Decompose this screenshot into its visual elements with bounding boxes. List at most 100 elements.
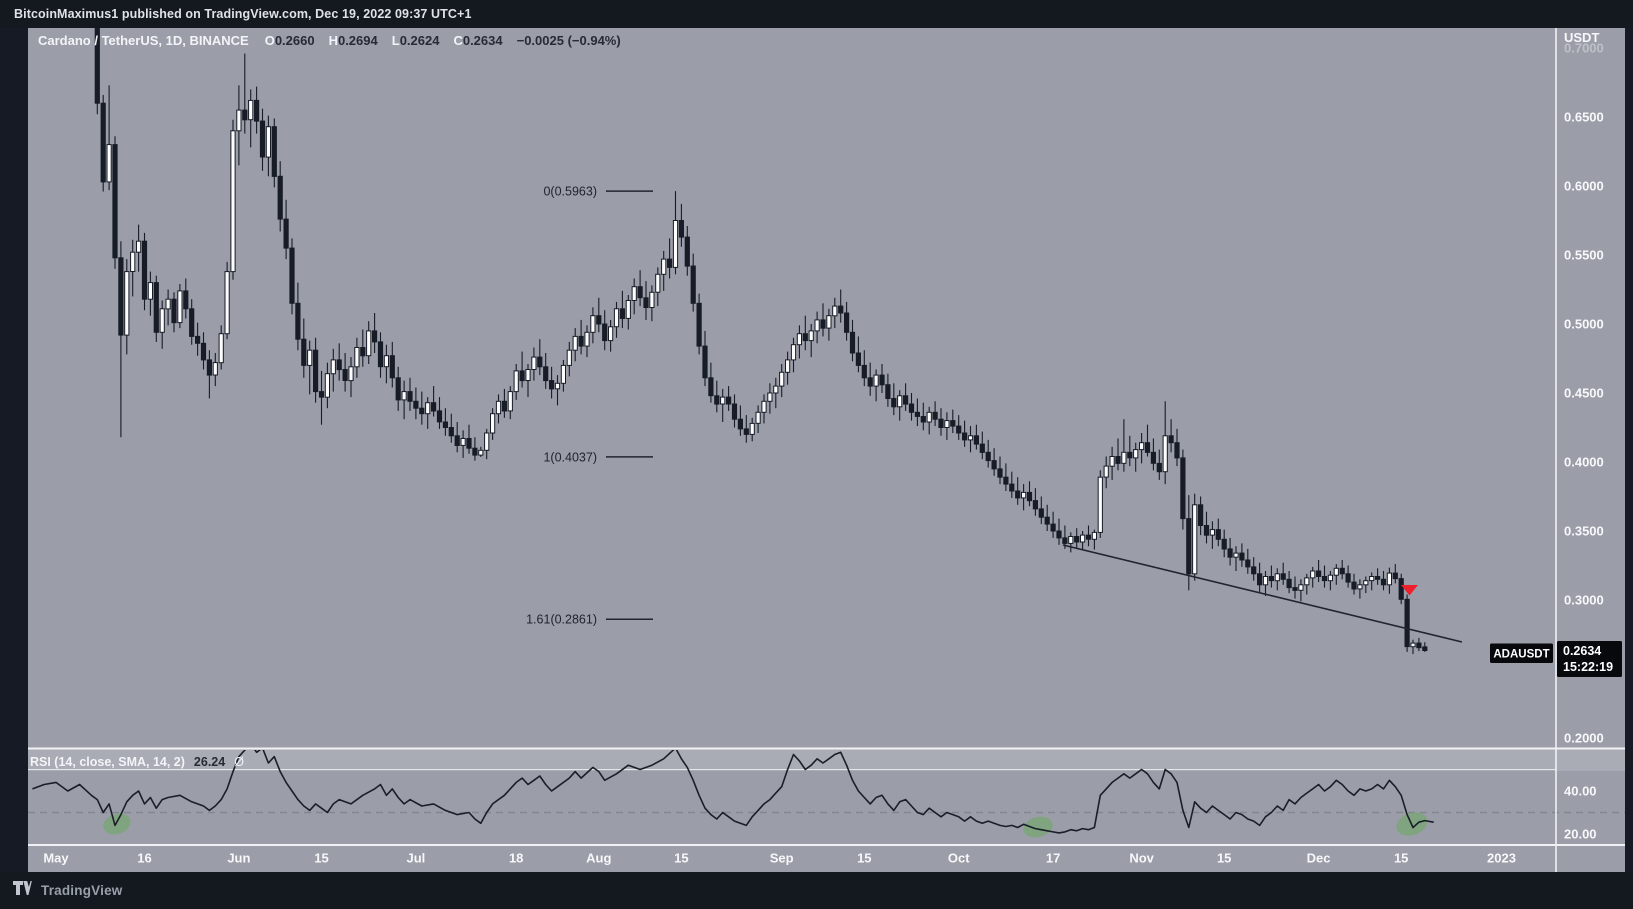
time-axis-label: 2023: [1487, 851, 1516, 866]
candle-body: [1068, 536, 1074, 544]
candle-body: [1162, 435, 1168, 473]
candle-body: [537, 356, 543, 368]
candle-body: [130, 251, 136, 272]
candle-body: [1180, 457, 1186, 520]
tradingview-logo-icon[interactable]: [13, 881, 34, 900]
candle-body: [667, 258, 673, 268]
candle-body: [324, 373, 330, 398]
candle-body: [171, 298, 177, 324]
close-label: C: [453, 32, 463, 48]
candle-body: [814, 319, 820, 332]
candle-body: [1015, 490, 1021, 499]
candle-body: [914, 411, 920, 417]
candle-body: [377, 341, 384, 368]
candle-body: [702, 345, 708, 379]
candle-body: [584, 331, 590, 347]
rsi-indicator-title[interactable]: RSI (14, close, SMA, 14, 2): [30, 755, 185, 769]
candle-body: [967, 435, 974, 441]
high-value: 0.2694: [337, 32, 378, 48]
candle-body: [737, 418, 743, 430]
candle-body: [1239, 552, 1245, 561]
symbol-description[interactable]: Cardano / TetherUS, 1D, BINANCE: [38, 32, 249, 48]
candle-body: [401, 391, 407, 401]
candle-body: [1109, 456, 1115, 467]
candle-body: [289, 247, 295, 304]
candle-body: [849, 331, 856, 354]
candle-body: [254, 99, 260, 122]
last-price-badge: [1557, 641, 1622, 677]
fib-level-label: 1(0.4037): [543, 450, 597, 464]
candle-body: [637, 286, 643, 299]
candle-body: [844, 312, 850, 333]
candle-body: [938, 418, 944, 429]
low-label: L: [391, 32, 400, 48]
candle-body: [625, 300, 631, 319]
candle-body: [525, 369, 531, 381]
candle-body: [419, 407, 425, 415]
tradingview-logo-text[interactable]: TradingView: [41, 883, 123, 898]
fib-level-label: 1.61(0.2861): [526, 613, 597, 627]
candle-body: [1209, 529, 1216, 536]
price-axis-label: 0.3500: [1564, 524, 1604, 539]
candle-body: [531, 356, 537, 371]
chart-legend[interactable]: Cardano / TetherUS, 1D, BINANCE O0.2660 …: [38, 32, 621, 48]
publish-info-bar: BitcoinMaximus1 published on TradingView…: [0, 0, 1633, 28]
candle-body: [920, 416, 926, 423]
symbol-badge: [1490, 643, 1553, 663]
candle-body: [1292, 587, 1298, 591]
candle-body: [773, 385, 779, 394]
candle-body: [590, 315, 596, 333]
candle-body: [690, 265, 696, 304]
candle-body: [230, 130, 236, 273]
candle-body: [1257, 573, 1263, 586]
candle-body: [436, 410, 443, 423]
candle-body: [879, 374, 885, 386]
candle-body: [165, 298, 171, 310]
candle-body: [1009, 483, 1015, 492]
candle-body: [1339, 567, 1345, 575]
symbol-badge-text: ADAUSDT: [1493, 649, 1549, 661]
time-axis-label: 15: [674, 851, 688, 866]
candle-body: [1380, 578, 1387, 586]
candle-body: [543, 366, 549, 382]
change-value: −0.0025 (−0.94%): [516, 32, 621, 48]
rsi-axis[interactable]: 40.00 20.00: [1564, 784, 1597, 842]
candle-body: [755, 411, 761, 424]
candle-body: [997, 468, 1003, 478]
candle-body: [1074, 536, 1080, 543]
price-axis-label: 0.7000: [1564, 41, 1604, 56]
footer-bar: TradingView: [0, 872, 1633, 909]
candle-body: [1410, 642, 1416, 648]
chart-background[interactable]: [28, 28, 1625, 872]
candle-body: [903, 395, 909, 405]
time-axis-label: Aug: [586, 851, 611, 866]
candlestick-series[interactable]: [54, 0, 1428, 655]
candle-body: [118, 257, 124, 336]
candle-body: [749, 422, 755, 435]
candle-body: [1357, 584, 1363, 590]
candle-body: [731, 403, 738, 420]
candle-body: [1316, 570, 1322, 577]
rsi-line[interactable]: [32, 744, 1434, 834]
candle-body: [183, 290, 189, 310]
candle-body: [779, 371, 785, 387]
candle-body: [785, 359, 791, 373]
candle-body: [395, 377, 401, 401]
symbol-price-label: ADAUSDT 0.2634 15:22:19: [1490, 641, 1622, 677]
candle-body: [454, 435, 460, 446]
price-axis[interactable]: USDT 0.7000 0.6500 0.6000 0.5500 0.5000 0.450…: [1564, 30, 1604, 746]
descending-trendline[interactable]: [1062, 544, 1463, 643]
time-axis-label: Dec: [1307, 851, 1331, 866]
candle-body: [472, 447, 478, 456]
candle-body: [885, 384, 891, 400]
rsi-indicator-legend[interactable]: RSI (14, close, SMA, 14, 2) 26.24 Ø: [30, 755, 244, 769]
fib-retracement-tool[interactable]: 0(0.5963) 1(0.4037) 1.61(0.2861): [526, 185, 653, 627]
sell-signal-triangle-icon[interactable]: [1401, 585, 1418, 596]
candle-body: [1056, 530, 1062, 539]
candle-body: [1215, 529, 1221, 540]
candle-body: [672, 220, 679, 268]
time-axis[interactable]: May 16 Jun 15 Jul 18 Aug 15 Sep 15 Oct 17 Nov 15 Dec 15…: [43, 851, 1516, 866]
time-axis-label: Nov: [1129, 851, 1154, 866]
candle-body: [224, 271, 230, 335]
